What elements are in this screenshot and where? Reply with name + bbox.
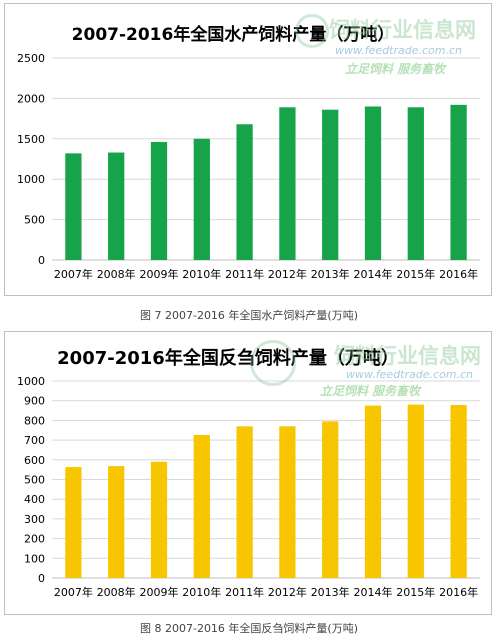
bar xyxy=(450,104,467,260)
bar-chart-ruminant-feed: 0 100 200 300 400 500 600 700 800 900 1000 2007年 200… xyxy=(17,375,480,599)
figure-caption-8: 图 8 2007-2016 年全国反刍饲料产量(万吨) xyxy=(139,622,359,635)
x-tick-label: 2013年 xyxy=(311,267,350,281)
y-tick-label: 700 xyxy=(24,434,45,447)
y-tick-label: 2500 xyxy=(17,52,45,65)
x-tick-label: 2014年 xyxy=(354,585,393,599)
bar xyxy=(407,107,424,261)
bar xyxy=(65,153,82,260)
x-tick-label: 2007年 xyxy=(54,267,93,281)
bar xyxy=(108,466,125,578)
bar xyxy=(322,109,339,260)
chart-panel-aquatic-feed: 0 500 1000 1500 2000 2500 2007年 2008年 2009年 2010年… xyxy=(4,3,492,296)
bar xyxy=(322,421,339,578)
y-tick-label: 1000 xyxy=(17,173,45,186)
y-tick-label: 500 xyxy=(24,214,45,227)
chart-title: 2007-2016年全国反刍饲料产量（万吨） xyxy=(57,348,399,369)
bar xyxy=(364,405,382,578)
y-tick-label: 2000 xyxy=(17,92,45,105)
bar xyxy=(65,467,82,578)
x-tick-label: 2008年 xyxy=(97,585,136,599)
y-tick-label: 0 xyxy=(38,254,45,267)
x-tick-label: 2010年 xyxy=(182,267,221,281)
bar xyxy=(279,107,296,261)
bar xyxy=(236,426,253,578)
y-tick-label: 200 xyxy=(24,533,45,546)
x-tick-label: 2009年 xyxy=(140,267,179,281)
figure-caption-7: 图 7 2007-2016 年全国水产饲料产量(万吨) xyxy=(139,309,359,322)
x-tick-label: 2015年 xyxy=(396,267,435,281)
y-tick-label: 400 xyxy=(24,493,45,506)
x-tick-label: 2007年 xyxy=(54,585,93,599)
bar xyxy=(150,142,168,260)
bar xyxy=(407,404,424,578)
y-tick-label: 300 xyxy=(24,513,45,526)
bar xyxy=(193,434,210,578)
x-tick-label: 2011年 xyxy=(225,585,264,599)
bar xyxy=(364,106,382,260)
bar xyxy=(236,124,253,260)
chart-panel-ruminant-feed: 0 100 200 300 400 500 600 700 800 900 1000 2007年 200… xyxy=(4,331,492,615)
x-tick-label: 2012年 xyxy=(268,267,307,281)
bar-chart-aquatic-feed: 0 500 1000 1500 2000 2500 2007年 2008年 2009年 2010年… xyxy=(17,52,480,281)
x-tick-label: 2015年 xyxy=(396,585,435,599)
y-tick-label: 600 xyxy=(24,454,45,467)
y-tick-label: 500 xyxy=(24,474,45,487)
bar xyxy=(150,461,168,578)
x-tick-label: 2013年 xyxy=(311,585,350,599)
x-tick-label: 2011年 xyxy=(225,267,264,281)
x-tick-label: 2008年 xyxy=(97,267,136,281)
x-tick-label: 2009年 xyxy=(140,585,179,599)
y-tick-label: 900 xyxy=(24,395,45,408)
y-tick-label: 0 xyxy=(38,572,45,585)
bar xyxy=(108,152,125,260)
x-tick-label: 2012年 xyxy=(268,585,307,599)
bar xyxy=(450,405,467,578)
y-tick-label: 1000 xyxy=(17,375,45,388)
y-tick-label: 800 xyxy=(24,414,45,427)
x-tick-label: 2014年 xyxy=(354,267,393,281)
x-tick-label: 2016年 xyxy=(439,267,478,281)
x-tick-label: 2010年 xyxy=(182,585,221,599)
y-tick-label: 100 xyxy=(24,552,45,565)
y-tick-label: 1500 xyxy=(17,133,45,146)
bar xyxy=(193,138,210,260)
x-tick-label: 2016年 xyxy=(439,585,478,599)
chart-title: 2007-2016年全国水产饲料产量（万吨） xyxy=(71,25,395,45)
bar xyxy=(279,426,296,578)
